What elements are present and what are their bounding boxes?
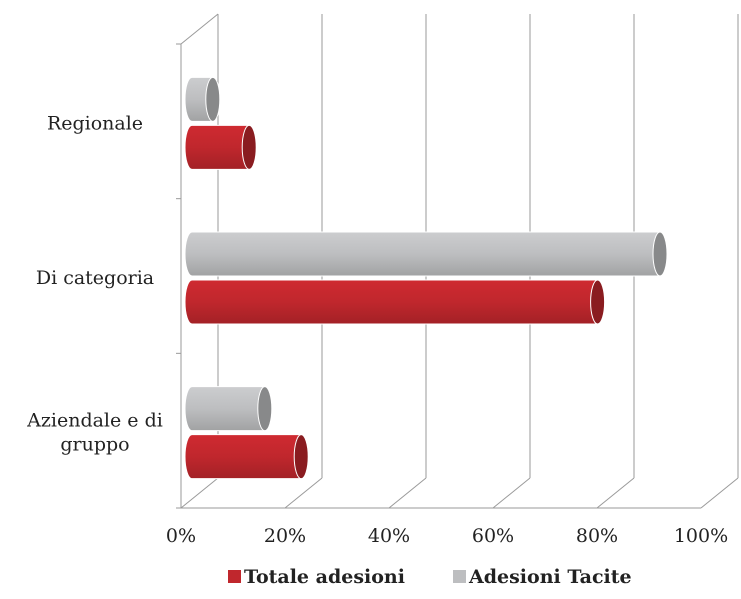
x-tick-label: 20% xyxy=(264,525,306,547)
floor-gridline xyxy=(596,477,635,509)
floor-gridline xyxy=(492,477,531,509)
bar xyxy=(184,434,309,480)
legend-swatch xyxy=(453,570,466,583)
bar xyxy=(184,231,668,277)
legend-swatch xyxy=(228,570,241,583)
bar-body xyxy=(184,434,309,480)
bar-body xyxy=(184,279,606,325)
x-tick-label: 0% xyxy=(166,525,196,547)
x-tick-label: 40% xyxy=(368,525,410,547)
bar xyxy=(184,76,221,122)
x-tick-label: 80% xyxy=(576,525,618,547)
bar-end-cap xyxy=(205,76,221,122)
legend-label: Totale adesioni xyxy=(244,566,405,588)
y-category-label: Aziendale e di gruppo xyxy=(26,410,163,456)
bar xyxy=(184,124,257,170)
legend-item: Adesioni Tacite xyxy=(453,566,632,588)
legend-label: Adesioni Tacite xyxy=(468,566,632,588)
left-wall-top xyxy=(180,13,219,45)
floor-gridline xyxy=(284,477,323,509)
x-tick-label: 100% xyxy=(674,525,728,547)
floor-gridline xyxy=(180,477,219,509)
y-category-label: Di categoria xyxy=(36,267,154,289)
floor-gridline xyxy=(388,477,427,509)
bar-end-cap xyxy=(257,386,273,432)
bar-end-cap xyxy=(652,231,668,277)
bar xyxy=(184,386,273,432)
bar-end-cap xyxy=(241,124,257,170)
bar-end-cap xyxy=(590,279,606,325)
legend-item: Totale adesioni xyxy=(228,566,405,588)
bar-end-cap xyxy=(293,434,309,480)
bar xyxy=(184,279,606,325)
bar-body xyxy=(184,231,668,277)
floor-gridline xyxy=(700,477,739,509)
x-tick-label: 60% xyxy=(472,525,514,547)
y-category-label: Regionale xyxy=(47,112,143,134)
